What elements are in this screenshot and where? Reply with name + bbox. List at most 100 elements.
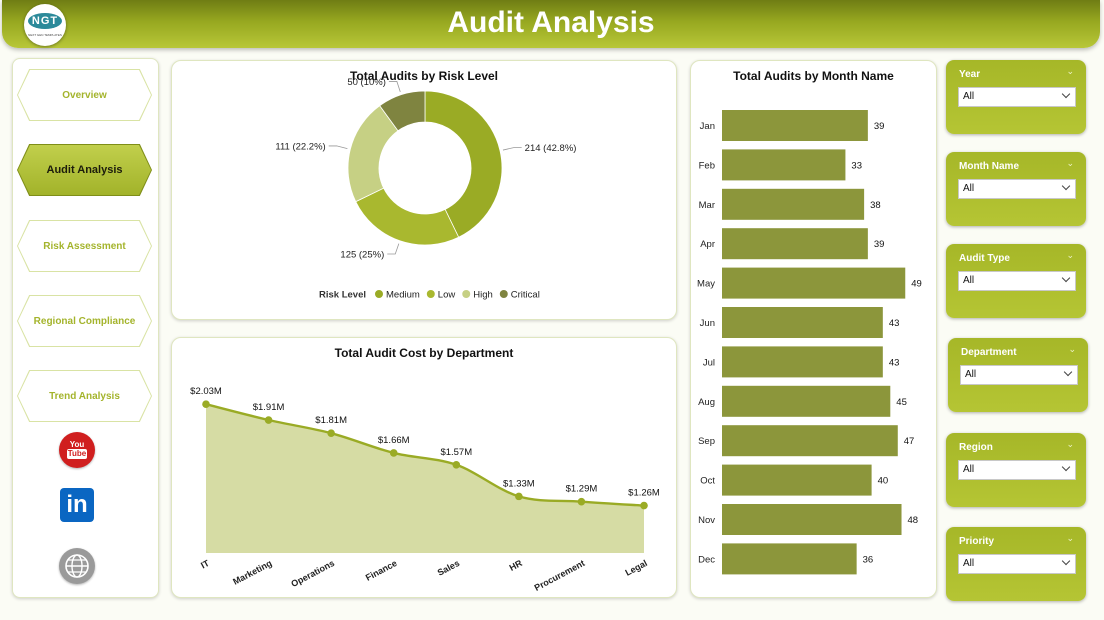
logo-text: NGT [31, 15, 59, 27]
area-data-label: $1.26M [628, 488, 660, 499]
dropdown-value: All [963, 558, 975, 569]
y-axis-tick-label: Jul [703, 357, 715, 368]
priority-slicer: Priority ⌄ All [946, 527, 1086, 601]
bar-data-label: 45 [896, 397, 907, 408]
month-audits-bar-chart: Jan 39 Feb 33 Mar 38 Apr 39 May 49 Jun 43 Jul 43 Aug 45… [697, 110, 922, 575]
chevron-down-icon[interactable]: ⌄ [1066, 158, 1074, 168]
chevron-down-icon[interactable]: ⌄ [1066, 533, 1074, 543]
area-data-label: $1.57M [440, 447, 472, 458]
department-dropdown[interactable]: All [960, 365, 1078, 385]
dropdown-caret-icon [1063, 367, 1073, 377]
bar-data-label: 40 [878, 476, 889, 487]
audit-type-dropdown[interactable]: All [958, 271, 1076, 291]
bar-apr [722, 228, 868, 260]
dropdown-caret-icon [1061, 89, 1071, 99]
donut-slice-low [355, 187, 460, 246]
x-axis-tick-label: Legal [623, 558, 648, 578]
donut-leader-line [328, 145, 348, 149]
area-data-point [640, 501, 648, 510]
department-cost-chart-card: Total Audit Cost by Department $2.03M IT $… [171, 337, 677, 598]
region-dropdown[interactable]: All [958, 460, 1076, 480]
area-data-label: $1.66M [378, 435, 410, 446]
x-axis-tick-label: Sales [436, 558, 461, 578]
donut-data-label: 125 (25%) [340, 250, 384, 261]
year-dropdown[interactable]: All [958, 87, 1076, 107]
legend-marker-medium [375, 290, 383, 298]
risk-level-donut-chart: 214 (42.8%) 125 (25%) 111 (22.2%) 50 (10%) R… [275, 77, 577, 301]
chevron-down-icon[interactable]: ⌄ [1068, 344, 1076, 354]
nav-trend-analysis-button[interactable]: Trend Analysis [17, 370, 152, 422]
chevron-down-icon[interactable]: ⌄ [1066, 439, 1074, 449]
bar-oct [722, 464, 872, 496]
dropdown-caret-icon [1061, 462, 1071, 472]
donut-data-label: 214 (42.8%) [525, 143, 577, 154]
y-axis-tick-label: Feb [699, 160, 715, 171]
y-axis-tick-label: Oct [700, 476, 715, 487]
month-name-dropdown[interactable]: All [958, 179, 1076, 199]
area-data-label: $1.29M [566, 484, 598, 495]
company-logo[interactable]: NGT NEXT GEN TEMPLATES [24, 4, 66, 46]
bar-data-label: 49 [911, 279, 922, 290]
linkedin-icon[interactable]: in [60, 488, 94, 522]
bar-data-label: 48 [908, 515, 919, 526]
bar-data-label: 43 [889, 318, 900, 329]
area-data-point [577, 497, 586, 506]
bar-aug [722, 385, 891, 417]
slicer-label: Audit Type [959, 253, 1010, 264]
bar-mar [722, 188, 865, 220]
legend-entry: Low [438, 290, 456, 301]
priority-dropdown[interactable]: All [958, 554, 1076, 574]
donut-slice-critical [379, 90, 426, 132]
nav-overview-button[interactable]: Overview [17, 69, 152, 121]
dropdown-value: All [963, 183, 975, 194]
audit-type-slicer: Audit Type ⌄ All [946, 244, 1086, 318]
nav-item-label: Trend Analysis [18, 371, 151, 421]
legend-marker-critical [499, 290, 508, 298]
bar-may [722, 267, 906, 299]
area-data-label: $1.81M [315, 415, 347, 426]
area-fill [206, 404, 644, 553]
y-axis-tick-label: Mar [699, 200, 715, 211]
nav-risk-assessment-button[interactable]: Risk Assessment [17, 220, 152, 272]
donut-data-label: 50 (10%) [347, 77, 386, 88]
y-axis-tick-label: Jun [700, 318, 715, 329]
area-data-point [515, 492, 523, 501]
nav-audit-analysis-button[interactable]: Audit Analysis [17, 144, 152, 196]
x-axis-tick-label: Marketing [231, 558, 273, 587]
dropdown-value: All [963, 91, 975, 102]
bar-data-label: 39 [874, 239, 885, 250]
month-audits-chart-title: Total Audits by Month Name [733, 69, 894, 83]
nav-item-label: Regional Compliance [18, 296, 151, 346]
month-audits-chart-card: Total Audits by Month Name Jan 39 Feb 33 Mar… [690, 60, 937, 598]
nav-regional-compliance-button[interactable]: Regional Compliance [17, 295, 152, 347]
donut-slice-medium [424, 90, 503, 238]
donut-leader-line [502, 147, 522, 151]
legend-marker-high [462, 290, 471, 298]
youtube-icon[interactable]: You Tube [59, 432, 95, 468]
donut-leader-line [387, 243, 400, 255]
dropdown-value: All [965, 369, 977, 380]
dropdown-caret-icon [1061, 273, 1071, 283]
slicer-label: Department [961, 347, 1017, 358]
y-axis-tick-label: Jan [700, 121, 715, 132]
month-name-slicer: Month Name ⌄ All [946, 152, 1086, 226]
legend-marker-low [426, 290, 435, 298]
chevron-down-icon[interactable]: ⌄ [1066, 250, 1074, 260]
x-axis-tick-label: Procurement [533, 558, 587, 593]
area-data-point [452, 460, 461, 469]
bar-dec [722, 543, 857, 575]
department-cost-area-chart: $2.03M IT $1.91M Marketing $1.81M Operations $… [190, 386, 660, 593]
x-axis-tick-label: Finance [364, 558, 399, 583]
legend-entry: Medium [386, 290, 420, 301]
header-bar: NGT NEXT GEN TEMPLATES Audit Analysis [2, 0, 1100, 48]
y-axis-tick-label: Apr [700, 239, 715, 250]
chevron-down-icon[interactable]: ⌄ [1066, 66, 1074, 76]
risk-level-chart-title: Total Audits by Risk Level [349, 69, 499, 83]
region-slicer: Region ⌄ All [946, 433, 1086, 507]
y-axis-tick-label: Nov [698, 515, 715, 526]
area-data-point [327, 429, 335, 437]
donut-data-label: 111 (22.2%) [275, 141, 325, 152]
globe-icon[interactable] [59, 548, 95, 584]
y-axis-tick-label: Dec [698, 554, 715, 565]
slicer-label: Month Name [959, 161, 1019, 172]
